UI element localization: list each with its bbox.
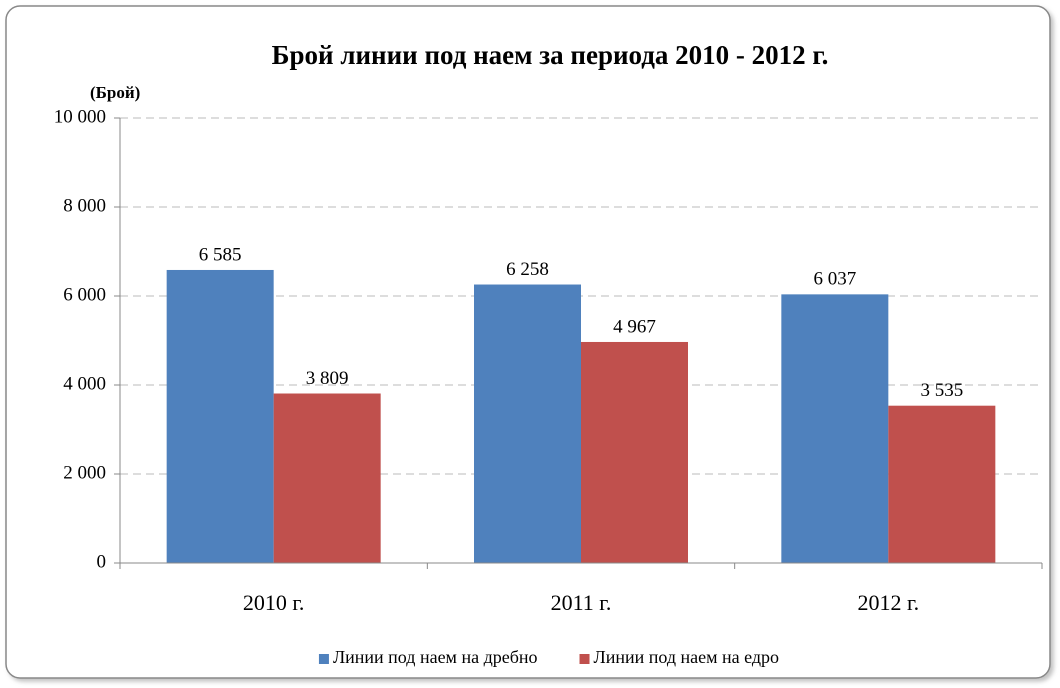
y-tick-label: 10 000 (54, 106, 106, 127)
legend-swatch (579, 654, 590, 664)
legend-label: Линии под наем на дребно (333, 647, 538, 667)
x-tick-label: 2012 г. (858, 590, 920, 615)
y-axis-label: (Брой) (90, 83, 140, 102)
x-tick-label: 2010 г. (243, 590, 305, 615)
data-label: 6 258 (506, 259, 549, 280)
y-tick-label: 8 000 (63, 195, 106, 216)
y-tick-label: 2 000 (63, 462, 106, 483)
data-label: 3 535 (920, 380, 963, 401)
data-label: 6 585 (199, 244, 242, 265)
data-label: 3 809 (306, 368, 349, 389)
bar (781, 294, 889, 563)
bar (888, 405, 996, 563)
bar (581, 341, 688, 563)
y-tick-label: 4 000 (63, 373, 106, 394)
y-tick-label: 6 000 (63, 284, 106, 305)
bar (166, 269, 274, 563)
data-label: 6 037 (813, 269, 856, 290)
bar (474, 284, 581, 563)
legend-swatch (318, 654, 329, 664)
chart-title: Брой линии под наем за периода 2010 - 20… (272, 40, 829, 70)
data-label: 4 967 (613, 316, 656, 337)
bar (273, 393, 381, 563)
x-tick-label: 2011 г. (551, 590, 612, 615)
legend-label: Линии под наем на едро (594, 647, 780, 667)
y-tick-label: 0 (97, 551, 107, 572)
